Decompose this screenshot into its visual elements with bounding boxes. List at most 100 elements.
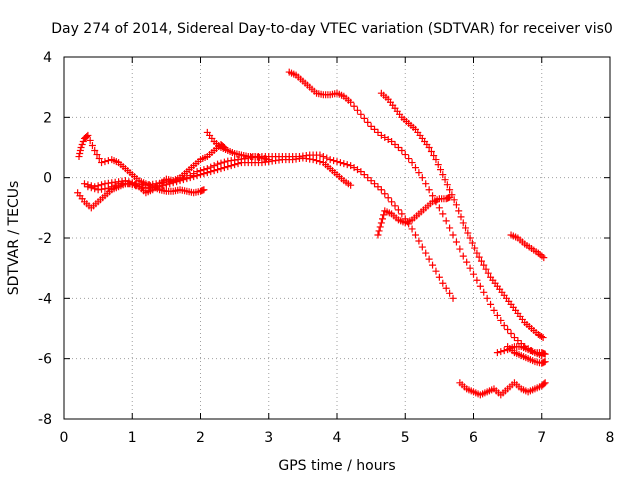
data-point [434, 161, 442, 169]
data-point [442, 284, 450, 292]
data-point [217, 159, 225, 167]
data-point [540, 254, 548, 262]
data-point [504, 326, 512, 334]
data-point [333, 158, 341, 166]
data-point [316, 158, 324, 166]
data-point [466, 264, 474, 272]
data-point [441, 176, 449, 184]
data-point [473, 276, 481, 284]
series-arc-11 [507, 231, 548, 262]
y-tick-label: 2 [43, 110, 52, 126]
data-point [418, 243, 426, 251]
data-point [446, 193, 454, 201]
data-point [93, 151, 101, 159]
y-tick-label: -4 [38, 291, 52, 307]
data-point [538, 333, 546, 341]
data-point [86, 136, 94, 144]
data-point [200, 186, 208, 194]
data-point [84, 181, 92, 189]
data-point [439, 279, 447, 287]
data-point [483, 294, 491, 302]
data-point [415, 169, 423, 177]
data-point [101, 158, 109, 166]
data-point [455, 207, 463, 215]
data-point [437, 166, 445, 174]
data-point [323, 154, 331, 162]
data-point [471, 244, 479, 252]
data-point [374, 128, 382, 136]
data-points [74, 68, 549, 399]
data-point [408, 159, 416, 167]
data-point [480, 261, 488, 269]
series-arc-7 [377, 89, 547, 342]
x-tick-label: 5 [401, 430, 410, 446]
data-point [470, 270, 477, 278]
data-point [98, 181, 106, 189]
data-point [477, 257, 485, 265]
data-point [459, 219, 467, 227]
data-point [439, 171, 447, 179]
data-point [388, 137, 396, 145]
data-point [482, 265, 490, 273]
data-point [401, 151, 409, 159]
x-tick-label: 0 [60, 430, 69, 446]
data-point [265, 156, 273, 164]
data-point [541, 358, 549, 366]
data-point [500, 321, 508, 329]
data-point [347, 98, 355, 106]
data-point [371, 180, 379, 188]
data-point [371, 125, 379, 133]
data-point [439, 210, 447, 218]
data-point [388, 198, 396, 206]
x-tick-label: 2 [196, 430, 205, 446]
data-point [493, 311, 501, 319]
data-point [326, 156, 334, 164]
data-point [391, 202, 399, 210]
data-point [75, 153, 83, 161]
data-point [210, 162, 218, 170]
data-point [207, 163, 215, 171]
data-point [375, 227, 383, 235]
data-point [381, 190, 389, 198]
data-point [203, 165, 211, 173]
data-point [98, 159, 106, 167]
data-point [497, 316, 505, 324]
data-point [379, 215, 386, 223]
data-point [374, 183, 382, 191]
data-point [121, 177, 129, 185]
data-point [76, 147, 84, 155]
data-point [367, 177, 375, 185]
x-tick-labels: 0 1 2 3 4 5 6 7 8 [60, 430, 615, 446]
data-point [493, 349, 501, 357]
y-tick-label: 0 [43, 171, 52, 187]
chart-title: Day 274 of 2014, Sidereal Day-to-day VTE… [51, 21, 613, 37]
data-point [405, 155, 413, 163]
data-point [364, 174, 372, 182]
data-point [394, 206, 402, 214]
data-point [452, 201, 460, 209]
data-point [80, 180, 88, 188]
y-tick-label: -8 [38, 412, 52, 428]
data-point [84, 131, 92, 139]
data-point [91, 183, 99, 191]
data-point [398, 210, 406, 218]
data-point [220, 158, 228, 166]
data-point [514, 337, 522, 345]
data-point [425, 144, 433, 151]
series-arc-12 [456, 379, 549, 399]
data-point [78, 140, 86, 148]
data-point [457, 213, 465, 221]
data-point [427, 148, 435, 156]
data-point [490, 306, 498, 314]
data-point [376, 223, 384, 231]
data-point [76, 150, 84, 158]
data-point [463, 258, 471, 266]
series-arc-4 [80, 151, 457, 302]
x-tick-label: 7 [537, 430, 546, 446]
data-point [539, 334, 547, 342]
data-point [500, 347, 508, 355]
data-point [429, 261, 437, 269]
data-point [432, 267, 440, 275]
data-point [347, 181, 355, 189]
